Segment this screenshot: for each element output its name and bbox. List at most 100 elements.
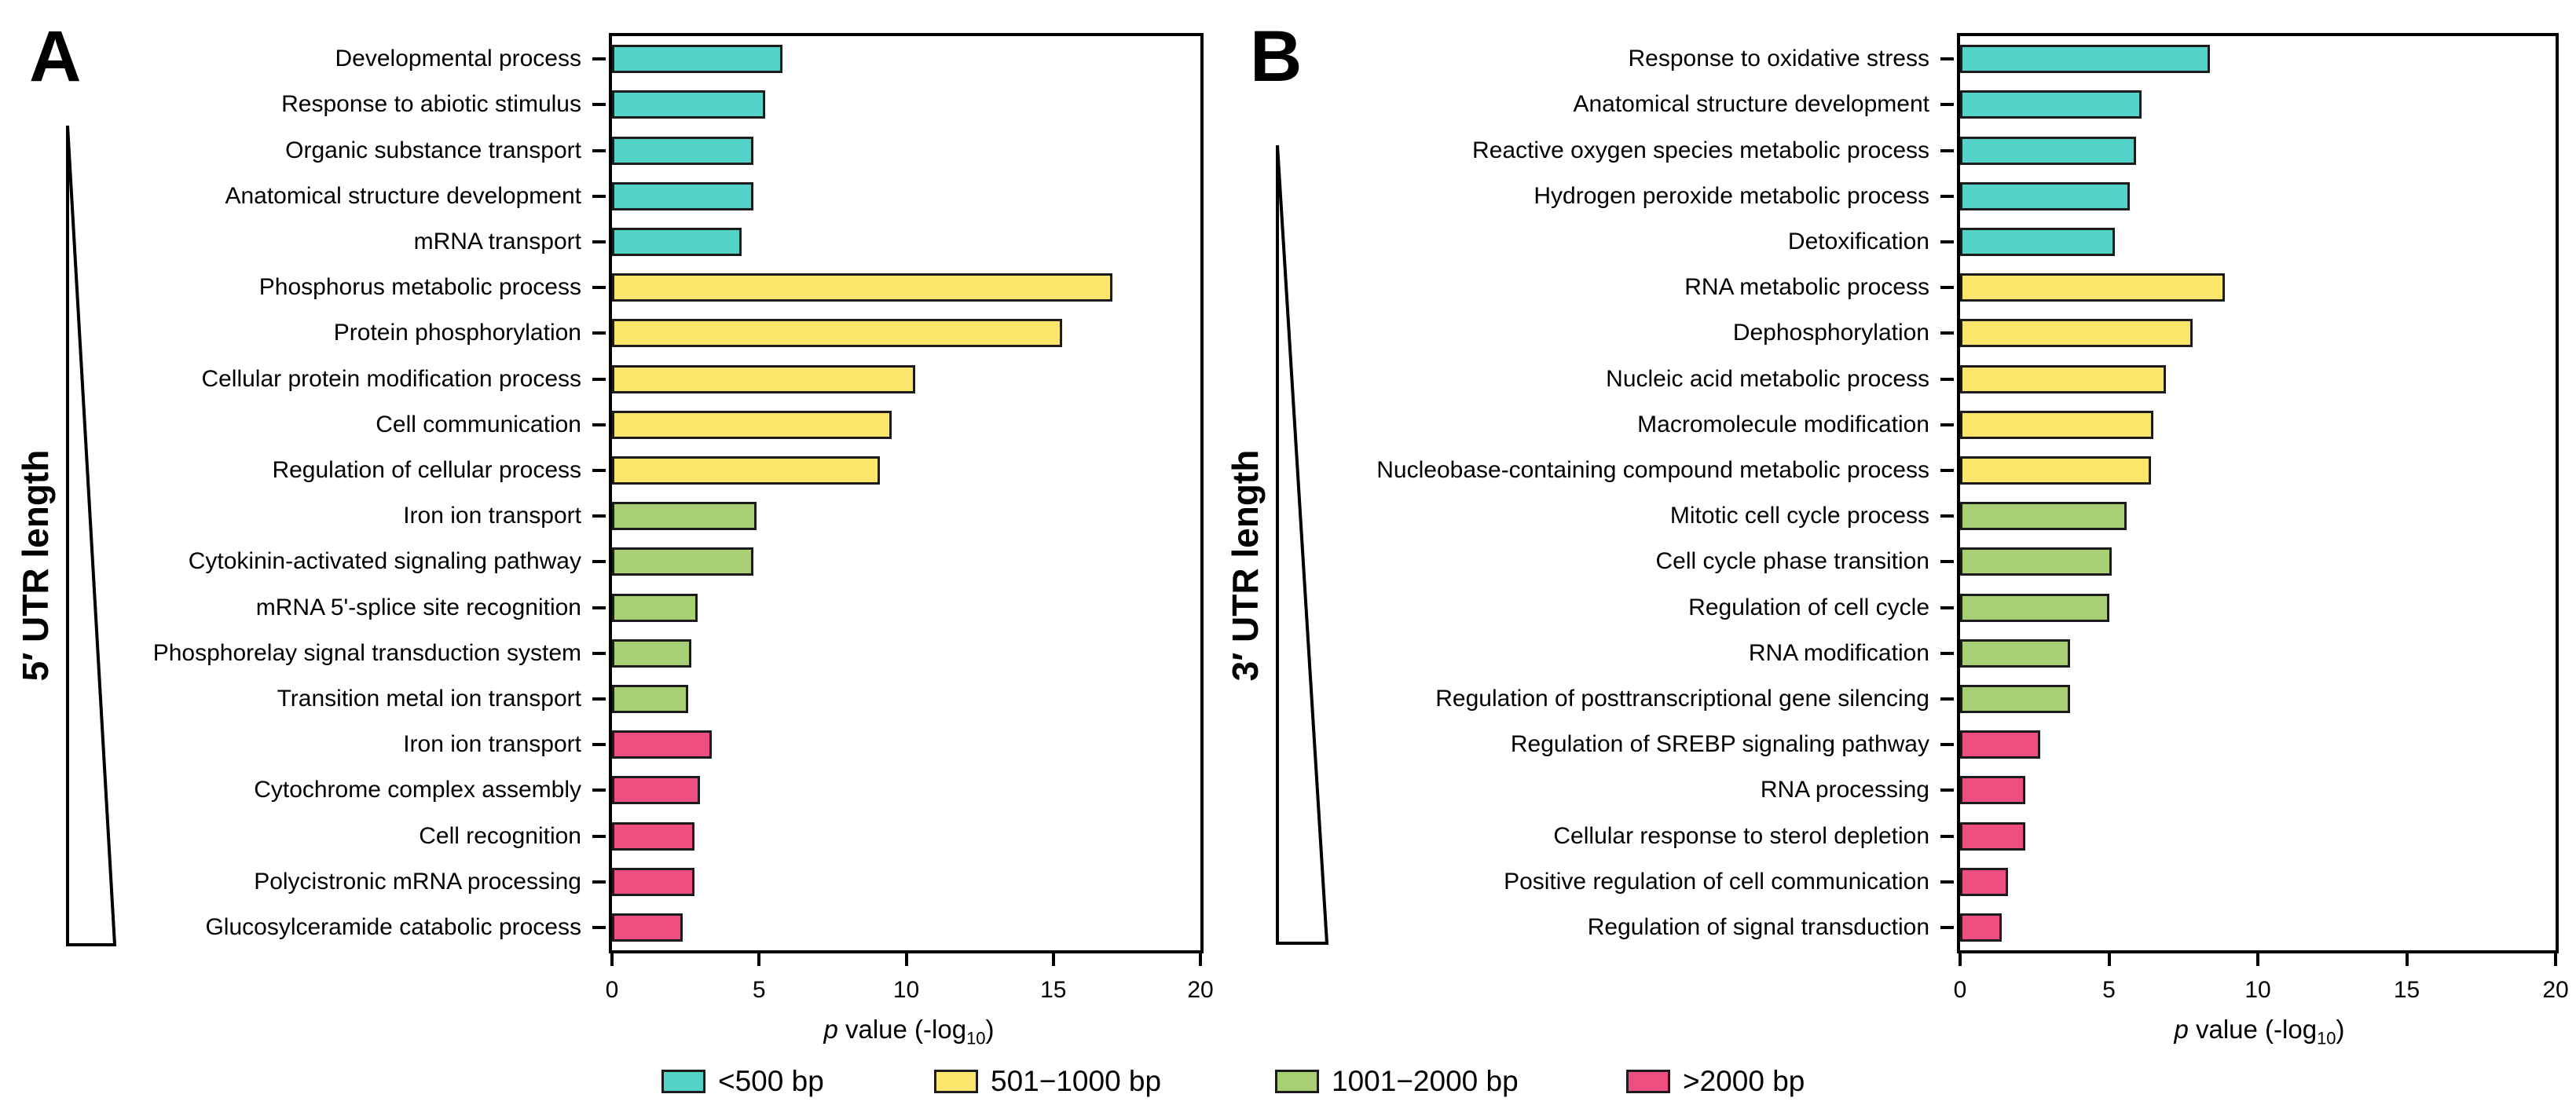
category-label: Regulation of posttranscriptional gene s…: [1435, 685, 1929, 712]
axis-title-mid: value (-log: [2188, 1015, 2318, 1044]
bar: [612, 181, 753, 210]
x-axis-tick: [1199, 953, 1202, 966]
legend-item: >2000 bp: [1626, 1067, 1805, 1096]
panel-b-x-axis-title: p value (-log10): [2174, 1015, 2344, 1054]
x-axis-tick-label: 20: [1187, 977, 1214, 1003]
category-label: Positive regulation of cell communicatio…: [1504, 868, 1929, 895]
bar: [612, 502, 757, 531]
category-label: Regulation of signal transduction: [1587, 913, 1929, 940]
category-label: RNA metabolic process: [1684, 274, 1929, 301]
y-axis-tick: [1940, 743, 1954, 747]
axis-title-p: p: [2174, 1015, 2189, 1044]
bar: [1960, 776, 2025, 805]
y-axis-tick: [1940, 651, 1954, 655]
panel-a-x-axis-title: p value (-log10): [823, 1015, 994, 1054]
y-axis-tick: [1940, 606, 1954, 609]
category-label: Developmental process: [335, 46, 582, 72]
y-axis-tick: [592, 697, 606, 701]
y-axis-tick: [592, 743, 606, 747]
x-axis-tick: [757, 953, 761, 966]
y-axis-tick: [592, 57, 606, 61]
category-label: Cell cycle phase transition: [1655, 548, 1929, 575]
y-axis-tick: [1940, 240, 1954, 243]
category-label: Nucleic acid metabolic process: [1606, 365, 1929, 392]
category-label: Protein phosphorylation: [333, 320, 581, 346]
bar: [612, 638, 691, 668]
y-axis-tick: [1940, 194, 1954, 198]
bar: [1960, 684, 2070, 713]
x-axis-tick: [904, 953, 908, 966]
category-label: Transition metal ion transport: [277, 685, 581, 712]
bar: [612, 273, 1112, 302]
bar: [1960, 547, 2112, 576]
legend-swatch: [661, 1070, 705, 1093]
legend-item: 501−1000 bp: [934, 1067, 1161, 1096]
x-axis-tick: [2554, 953, 2557, 966]
bar: [612, 45, 782, 74]
x-axis-tick-label: 5: [2102, 977, 2116, 1003]
legend-item: <500 bp: [661, 1067, 824, 1096]
y-axis-tick: [1940, 880, 1954, 884]
y-axis-tick: [1940, 560, 1954, 564]
bar: [612, 227, 742, 256]
legend-swatch: [1275, 1070, 1319, 1093]
y-axis-tick: [592, 377, 606, 381]
category-label: Cytokinin-activated signaling pathway: [188, 548, 581, 575]
bar: [612, 547, 753, 576]
bar: [612, 364, 915, 393]
category-label: Cell recognition: [419, 822, 581, 849]
category-label: RNA processing: [1760, 777, 1929, 803]
bar: [612, 776, 700, 805]
y-axis-tick: [1940, 789, 1954, 792]
bar: [1960, 136, 2136, 165]
bar: [612, 410, 892, 439]
category-label: Regulation of cellular process: [272, 456, 581, 483]
category-label: Detoxification: [1787, 228, 1929, 254]
y-axis-tick: [592, 286, 606, 290]
y-axis-tick: [592, 240, 606, 243]
category-label: Anatomical structure development: [1573, 91, 1929, 118]
x-axis-tick: [2107, 953, 2111, 966]
category-label: Glucosylceramide catabolic process: [205, 913, 581, 940]
y-axis-tick: [592, 468, 606, 472]
category-label: RNA modification: [1748, 639, 1929, 666]
bar: [1960, 593, 2109, 622]
axis-title-sub: 10: [966, 1028, 986, 1048]
category-label: Cellular response to sterol depletion: [1553, 822, 1929, 849]
panel-b-y-axis-label: 3′ UTR length: [1225, 449, 1266, 682]
bar: [1960, 364, 2166, 393]
y-axis-tick: [592, 834, 606, 838]
bar: [1960, 181, 2130, 210]
y-axis-tick: [592, 880, 606, 884]
category-label: Reactive oxygen species metabolic proces…: [1472, 137, 1929, 163]
y-axis-tick: [592, 331, 606, 335]
y-axis-tick: [592, 560, 606, 564]
category-label: Regulation of SREBP signaling pathway: [1510, 731, 1929, 758]
category-label: Phosphorus metabolic process: [258, 274, 581, 301]
y-axis-tick: [1940, 57, 1954, 61]
panel-b-letter: B: [1250, 16, 1303, 97]
bar: [1960, 227, 2115, 256]
y-axis-tick: [592, 789, 606, 792]
category-label: mRNA transport: [413, 228, 581, 254]
axis-title-sub: 10: [2317, 1028, 2336, 1048]
y-axis-tick: [592, 651, 606, 655]
y-axis-tick: [1940, 834, 1954, 838]
bar: [612, 136, 753, 165]
category-label: Iron ion transport: [403, 503, 581, 529]
bar: [1960, 456, 2151, 485]
category-label: Response to oxidative stress: [1628, 46, 1929, 72]
x-axis-tick-label: 5: [752, 977, 766, 1003]
x-axis-tick: [2405, 953, 2409, 966]
bar: [612, 456, 880, 485]
legend-label: >2000 bp: [1683, 1065, 1805, 1097]
bar: [612, 593, 698, 622]
bar: [1960, 319, 2193, 348]
x-axis-tick: [1051, 953, 1055, 966]
bar: [1960, 410, 2153, 439]
category-label: Dephosphorylation: [1732, 320, 1929, 346]
x-axis-tick-label: 20: [2542, 977, 2569, 1003]
x-axis-tick-label: 0: [1953, 977, 1967, 1003]
y-axis-tick: [1940, 377, 1954, 381]
category-label: Mitotic cell cycle process: [1669, 503, 1929, 529]
